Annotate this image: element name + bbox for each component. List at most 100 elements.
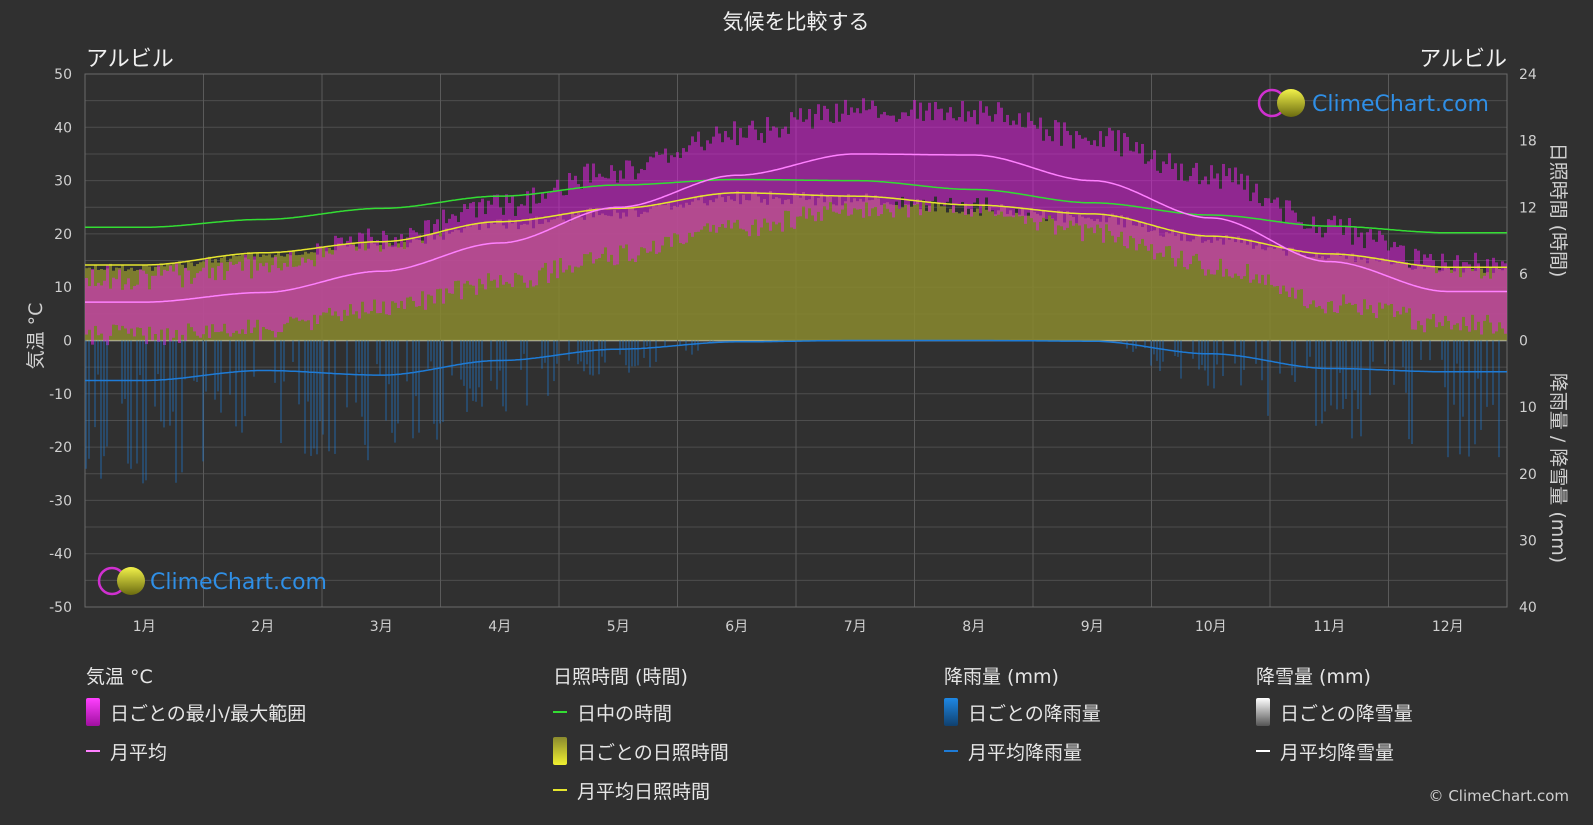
daily-sunshine-bar xyxy=(976,208,979,341)
daily-sunshine-bar xyxy=(1018,214,1021,341)
daily-temp-range-bar xyxy=(1438,270,1441,323)
daily-temp-range-bar xyxy=(91,269,94,345)
daily-temp-range-bar xyxy=(988,115,991,212)
daily-temp-range-bar xyxy=(640,168,643,248)
daily-temp-range-bar xyxy=(1006,114,1009,217)
daily-temp-range-bar xyxy=(769,130,772,231)
daily-temp-range-bar xyxy=(922,120,925,200)
daily-rain-bar xyxy=(1321,340,1323,424)
daily-rain-bar xyxy=(478,340,480,388)
daily-temp-range-bar xyxy=(634,179,637,263)
daily-rain-bar xyxy=(427,340,429,369)
daily-sunshine-bar xyxy=(700,194,703,341)
daily-temp-range-bar xyxy=(1063,122,1066,231)
daily-sunshine-bar xyxy=(1153,230,1156,341)
daily-sunshine-bar xyxy=(1228,239,1231,341)
daily-rain-bar xyxy=(1240,340,1242,386)
daily-sunshine-bar xyxy=(1198,234,1201,341)
logo-sun-icon xyxy=(117,567,145,595)
daily-sunshine-bar xyxy=(820,193,823,341)
legend-rain-daily-swatch xyxy=(944,698,958,726)
daily-sunshine-bar xyxy=(802,192,805,341)
month-tick-label: 4月 xyxy=(488,619,511,635)
daily-temp-range-bar xyxy=(688,145,691,233)
daily-temp-range-bar xyxy=(571,180,574,273)
daily-temp-range-bar xyxy=(196,273,199,336)
daily-rain-bar xyxy=(136,340,138,464)
daily-sunshine-bar xyxy=(928,205,931,341)
daily-sunshine-bar xyxy=(811,194,814,341)
daily-sunshine-bar xyxy=(1237,236,1240,341)
daily-temp-range-bar xyxy=(1102,146,1105,243)
daily-rain-bar xyxy=(1480,340,1482,430)
daily-temp-range-bar xyxy=(889,115,892,213)
daily-rain-bar xyxy=(1411,340,1413,445)
daily-temp-range-bar xyxy=(1480,278,1483,335)
daily-temp-range-bar xyxy=(1033,124,1036,223)
daily-temp-range-bar xyxy=(400,234,403,301)
daily-temp-range-bar xyxy=(466,208,469,281)
daily-sunshine-bar xyxy=(1276,247,1279,341)
daily-sunshine-bar xyxy=(748,200,751,341)
daily-rain-bar xyxy=(1150,340,1152,366)
daily-temp-range-bar xyxy=(1381,234,1384,309)
daily-temp-range-bar xyxy=(1060,145,1063,227)
daily-rain-bar xyxy=(622,340,624,351)
legend-daylight-swatch xyxy=(553,711,567,713)
daily-sunshine-bar xyxy=(1069,215,1072,341)
daily-temp-range-bar xyxy=(499,207,502,276)
daily-sunshine-bar xyxy=(1039,215,1042,341)
daily-temp-range-bar xyxy=(1219,188,1222,259)
daily-sunshine-bar xyxy=(883,203,886,341)
daily-rain-bar xyxy=(1453,340,1455,405)
daily-temp-range-bar xyxy=(694,141,697,233)
daily-sunshine-bar xyxy=(715,198,718,341)
daily-sunshine-bar xyxy=(865,193,868,341)
daily-temp-range-bar xyxy=(100,285,103,334)
daily-temp-range-bar xyxy=(574,175,577,267)
daily-temp-range-bar xyxy=(289,251,292,317)
daily-sunshine-bar xyxy=(805,200,808,341)
legend-temp-range-swatch xyxy=(86,698,100,726)
daily-rain-bar xyxy=(466,340,468,412)
daily-temp-range-bar xyxy=(1459,277,1462,331)
daily-sunshine-bar xyxy=(1054,220,1057,341)
daily-temp-range-bar xyxy=(1042,140,1045,218)
daily-temp-range-bar xyxy=(481,198,484,285)
daily-sunshine-bar xyxy=(730,199,733,341)
daily-sunshine-bar xyxy=(1168,233,1171,341)
daily-temp-range-bar xyxy=(397,247,400,309)
daily-temp-range-bar xyxy=(1318,227,1321,306)
sunshine-avg-line xyxy=(85,192,1507,268)
daily-temp-range-bar xyxy=(523,205,526,283)
daily-rain-bar xyxy=(481,340,483,407)
daily-temp-range-bar xyxy=(1363,248,1366,300)
daily-temp-range-bar xyxy=(826,108,829,210)
daily-temp-range-bar xyxy=(577,184,580,268)
daily-rain-bar xyxy=(385,340,387,421)
daily-sunshine-bar xyxy=(919,209,922,341)
daily-rain-bar xyxy=(1222,340,1224,377)
daily-temp-range-bar xyxy=(949,107,952,198)
daily-temp-range-bar xyxy=(652,157,655,241)
right-axis-bottom-label: 降雨量 / 降雪量 (mm) xyxy=(1547,373,1569,563)
daily-sunshine-bar xyxy=(886,202,889,341)
daily-sunshine-bar xyxy=(601,213,604,341)
daily-rain-bar xyxy=(322,340,324,435)
daily-sunshine-bar xyxy=(679,204,682,341)
daily-temp-range-bar xyxy=(1129,150,1132,236)
daily-temp-range-bar xyxy=(721,142,724,225)
daily-rain-bar xyxy=(499,340,501,371)
daily-rain-bar xyxy=(655,340,657,362)
daily-sunshine-bar xyxy=(577,213,580,341)
daily-sunshine-bar xyxy=(1027,215,1030,341)
daily-temp-range-bar xyxy=(190,283,193,328)
daily-sunshine-bar xyxy=(625,216,628,341)
daily-sunshine-bar xyxy=(1342,253,1345,341)
daily-temp-range-bar xyxy=(1144,163,1147,246)
daily-temp-range-bar xyxy=(745,137,748,232)
daily-temp-range-bar xyxy=(1255,183,1258,275)
daily-rain-bar xyxy=(1309,340,1311,357)
daily-rain-bar xyxy=(1144,340,1146,349)
daily-temp-range-bar xyxy=(832,123,835,212)
